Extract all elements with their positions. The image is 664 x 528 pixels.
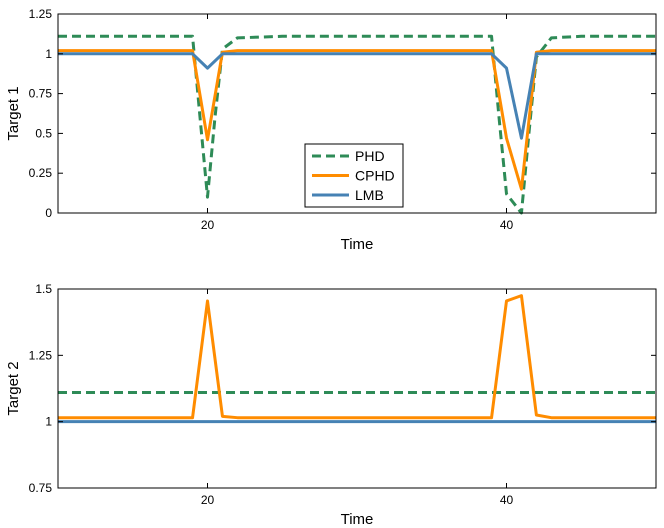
y-tick-label: 0.75 [29, 87, 53, 101]
y-tick-label: 0 [45, 206, 52, 220]
x-tick-label: 20 [201, 218, 215, 232]
series-line-cphd [58, 49, 656, 191]
y-tick-label: 1.25 [29, 7, 53, 21]
chart-2: 20 40 0.75 1 1.25 1.5 Time Target 2 [5, 282, 657, 528]
y-axis-label: Target 1 [5, 86, 22, 140]
y-tick-label: 0.25 [29, 166, 53, 180]
y-tick-label: 1 [45, 47, 52, 61]
plot-frame [57, 13, 657, 214]
x-tick-label: 40 [500, 493, 514, 507]
x-tick-label: 20 [201, 493, 215, 507]
y-tick-label: 0.5 [35, 126, 52, 140]
y-tick-label: 1 [45, 415, 52, 429]
y-tick-label: 0.75 [29, 481, 53, 495]
legend-label-cphd: CPHD [355, 168, 395, 184]
series-line-lmb [58, 52, 656, 140]
y-tick-label: 1.25 [29, 348, 53, 362]
y-axis-label: Target 2 [5, 361, 22, 415]
y-tick-label: 1.5 [35, 282, 52, 296]
plot-frame [57, 288, 657, 489]
legend: PHD CPHD LMB [304, 143, 404, 208]
x-tick-label: 40 [500, 218, 514, 232]
chart-1: 20 40 0 0.25 0.5 0.75 1 1.25 Time Target 1 PHD CPHD… [5, 7, 657, 253]
x-axis-label: Time [341, 511, 374, 528]
x-axis-label: Time [341, 236, 374, 253]
series-line-cphd [58, 294, 656, 420]
legend-label-lmb: LMB [355, 187, 384, 203]
legend-label-phd: PHD [355, 148, 385, 164]
